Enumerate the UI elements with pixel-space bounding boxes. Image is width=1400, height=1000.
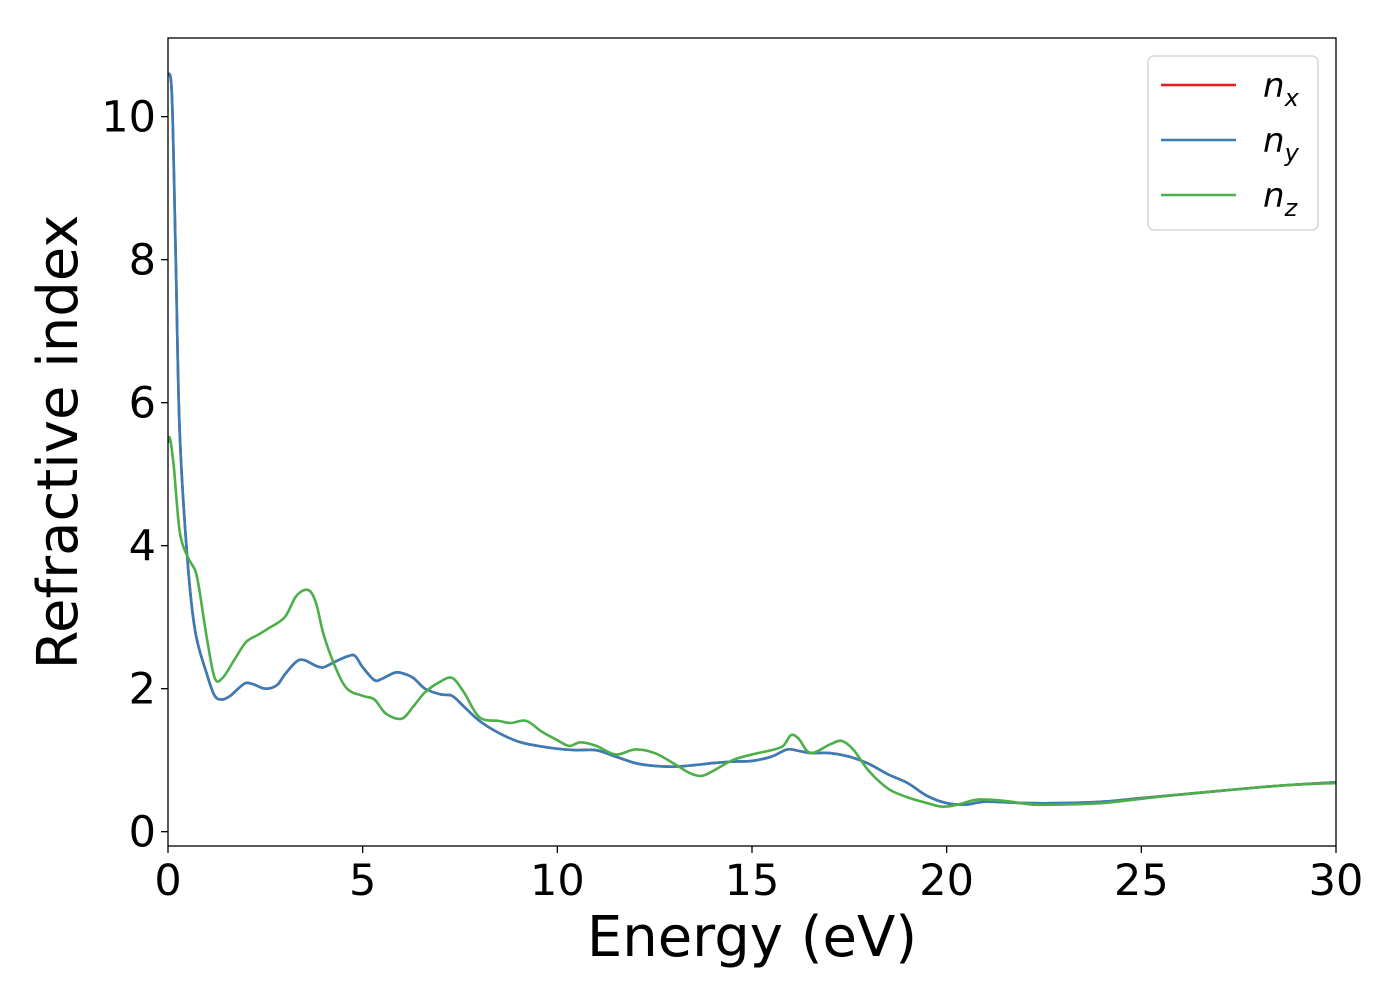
y-tick-label: 0 [129,808,156,858]
legend-box [1147,55,1319,231]
x-tick-label: 0 [154,856,181,906]
legend-label-ny: ny [1263,121,1300,167]
x-tick-label: 5 [349,856,376,906]
x-tick-label: 15 [725,856,780,906]
legend-label-nx: nx [1263,66,1300,112]
y-axis-label: Refractive index [26,215,91,670]
y-tick-label: 2 [129,665,156,715]
y-tick-label: 8 [129,236,156,286]
series-layer [168,72,1336,808]
y-tick-label: 10 [101,93,156,143]
series-line-nz [168,435,1336,808]
y-tick-label: 4 [129,522,156,572]
x-tick-label: 30 [1309,856,1364,906]
legend: nx ny nz [1147,55,1319,231]
x-axis-ticks: 0 5 10 15 20 25 30 [154,846,1363,906]
y-axis-ticks: 0 2 4 6 8 10 [101,93,168,858]
series-line-ny [168,72,1336,806]
y-tick-label: 6 [129,379,156,429]
x-tick-label: 25 [1114,856,1169,906]
x-tick-label: 20 [919,856,974,906]
x-tick-label: 10 [530,856,585,906]
x-axis-label: Energy (eV) [587,905,917,970]
legend-label-nz: nz [1263,176,1299,222]
